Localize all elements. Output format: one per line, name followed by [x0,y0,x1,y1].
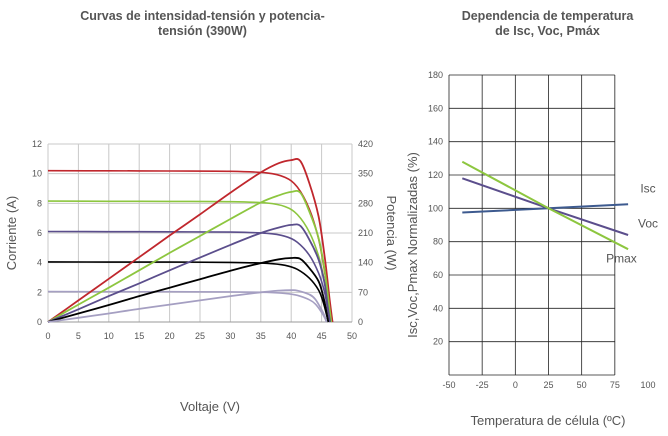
pv-curve [47,158,334,323]
right-x-tick-label: 0 [513,380,518,390]
right-y-tick-label: 120 [428,170,443,180]
right-x-tick-label: 50 [577,380,587,390]
left-y-tick-label: 0 [37,317,42,327]
left-x-tick-label: 20 [165,331,175,341]
left-y-tick-label: 2 [37,287,42,297]
left-x-tick-label: 15 [134,331,144,341]
chart-title-temperature: Dependencia de temperatura de Isc, Voc, … [461,9,634,38]
left-x-tick-label: 45 [317,331,327,341]
left-y-tick-label: 10 [32,169,42,179]
left-y2-tick-label: 350 [358,169,373,179]
right-y-tick-label: 140 [428,137,443,147]
left-y2-tick-label: 280 [358,198,373,208]
left-x-tick-label: 10 [104,331,114,341]
series-label-voc: Voc [638,216,658,230]
left-y2-axis-label: Potencia (W) [384,195,399,270]
right-y-tick-label: 180 [428,70,443,80]
left-y2-tick-label: 70 [358,287,368,297]
left-x-tick-label: 5 [76,331,81,341]
right-x-axis-label: Temperatura de célula (ºC) [470,413,625,428]
left-x-tick-label: 25 [195,331,205,341]
right-y-tick-label: 100 [428,203,443,213]
pv-curve [47,189,333,323]
left-x-axis-label: Voltaje (V) [180,399,240,414]
left-y-tick-label: 4 [37,258,42,268]
right-y-tick-label: 160 [428,103,443,113]
series-label-isc: Isc [640,181,655,195]
right-y-tick-label: 80 [433,237,443,247]
chart-title-iv: Curvas de intensidad-tensión y potencia-… [80,9,325,38]
left-x-tick-label: 30 [225,331,235,341]
pv-curve [47,223,331,323]
left-x-tick-label: 50 [347,331,357,341]
temperature-series-line [461,160,629,251]
right-y-axis-label: Isc,Voc,Pmax Normalizadas (%) [405,152,420,338]
pv-curve [47,289,328,323]
pv-curve [47,256,330,323]
left-x-tick-label: 0 [45,331,50,341]
right-x-tick-label: -50 [442,380,455,390]
left-y-axis-label: Corriente (A) [4,196,19,270]
iv-curve [47,230,331,323]
series-label-pmax: Pmax [606,251,637,265]
left-y2-tick-label: 420 [358,139,373,149]
right-x-tick-label: 75 [610,380,620,390]
left-x-tick-label: 35 [256,331,266,341]
right-y-tick-label: 60 [433,270,443,280]
right-x-tick-label: 100 [640,380,655,390]
right-x-tick-label: 25 [543,380,553,390]
left-y-tick-label: 12 [32,139,42,149]
left-y2-tick-label: 210 [358,228,373,238]
left-y2-tick-label: 0 [358,317,363,327]
right-y-tick-label: 40 [433,303,443,313]
iv-curve [47,169,334,323]
iv-curve [47,290,328,323]
right-x-tick-label: -25 [476,380,489,390]
left-y-tick-label: 6 [37,228,42,238]
left-x-tick-label: 40 [286,331,296,341]
right-y-tick-label: 20 [433,337,443,347]
iv-curve [47,261,330,323]
left-y-tick-label: 8 [37,198,42,208]
left-y2-tick-label: 140 [358,258,373,268]
